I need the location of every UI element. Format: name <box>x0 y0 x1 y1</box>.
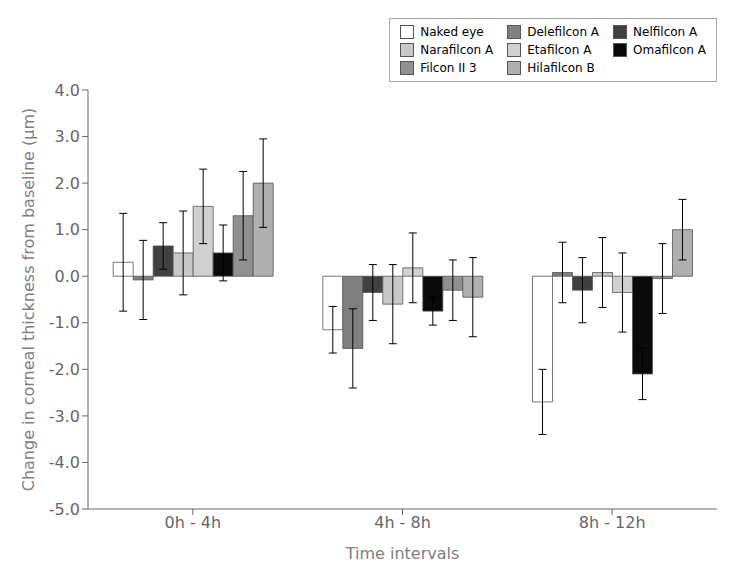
html-text:Narafilcon A: Narafilcon A <box>420 43 494 57</box>
svg-text:2.0: 2.0 <box>55 174 80 193</box>
svg-text:3.0: 3.0 <box>55 127 80 146</box>
svg-text:-2.0: -2.0 <box>49 360 80 379</box>
svg-text:4.0: 4.0 <box>55 81 80 100</box>
svg-text:0h - 4h: 0h - 4h <box>165 513 222 532</box>
svg-text:0.0: 0.0 <box>55 267 80 286</box>
svg-text:-5.0: -5.0 <box>49 500 80 519</box>
svg-text:8h - 12h: 8h - 12h <box>579 513 646 532</box>
svg-text:4h - 8h: 4h - 8h <box>374 513 431 532</box>
html-text:Hilafilcon B: Hilafilcon B <box>527 61 595 75</box>
html-text:Etafilcon A: Etafilcon A <box>527 43 592 57</box>
svg-text:Time intervals: Time intervals <box>345 544 460 563</box>
svg-text:-3.0: -3.0 <box>49 407 80 426</box>
html-text:Nelfilcon A: Nelfilcon A <box>633 25 698 39</box>
svg-text:-1.0: -1.0 <box>49 313 80 332</box>
svg-text:Change in corneal thickness fr: Change in corneal thickness from baselin… <box>19 108 38 492</box>
svg-text:-4.0: -4.0 <box>49 453 80 472</box>
html-text:Naked eye: Naked eye <box>420 25 484 39</box>
html-text:Omafilcon A: Omafilcon A <box>633 43 706 57</box>
html-text:Filcon II 3: Filcon II 3 <box>420 61 477 75</box>
svg-text:1.0: 1.0 <box>55 220 80 239</box>
html-text:Delefilcon A: Delefilcon A <box>527 25 599 39</box>
